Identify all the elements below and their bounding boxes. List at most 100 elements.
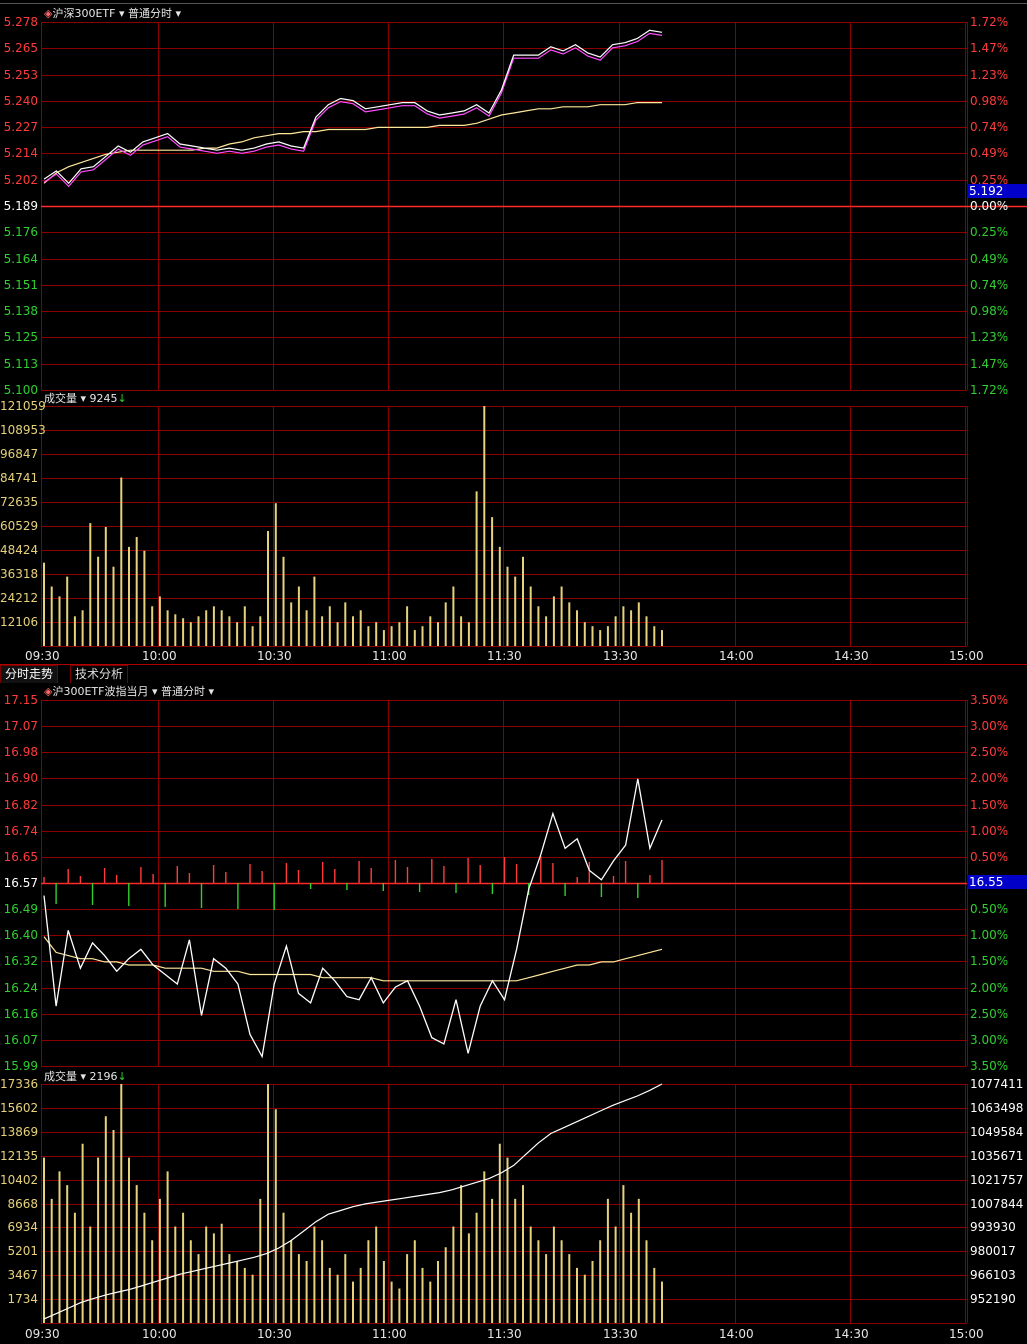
tab-technical[interactable]: 技术分析	[70, 665, 129, 683]
open-interest-label: 1077411	[970, 1077, 1024, 1091]
top-pct-label: 0.74%	[970, 120, 1009, 134]
bottom-time-label: 15:00	[949, 1327, 984, 1341]
top-volume-label: 12106	[0, 615, 39, 629]
bottom-price-label: 17.15	[3, 693, 38, 707]
bottom-time-label: 14:00	[719, 1327, 754, 1341]
top-pct-label: 1.23%	[970, 330, 1009, 344]
bottom-pct-label: 2.00%	[970, 981, 1009, 995]
top-volume-title: 成交量	[44, 392, 77, 405]
open-interest-label: 1007844	[970, 1197, 1024, 1211]
top-volume-label: 72635	[0, 495, 39, 509]
top-price-label: 5.189	[3, 199, 38, 213]
top-pct-label: 1.23%	[970, 68, 1009, 82]
top-volume-label: 108953	[0, 423, 46, 437]
top-panel-header[interactable]: ◈沪深300ETF ▾ 普通分时 ▾	[44, 8, 181, 20]
top-pct-label: 0.25%	[970, 173, 1009, 187]
top-mode[interactable]: 普通分时	[127, 7, 172, 20]
top-price-label: 5.138	[3, 304, 38, 318]
diamond-icon: ◈	[44, 7, 53, 20]
top-volume-value: 9245	[89, 392, 118, 405]
bottom-volume-label: 3467	[7, 1268, 38, 1282]
top-pct-label: 0.25%	[970, 225, 1009, 239]
bottom-price-label: 16.74	[3, 824, 38, 838]
bottom-pct-label: 2.00%	[970, 771, 1009, 785]
bottom-price-label: 16.16	[3, 1007, 38, 1021]
bottom-pct-label: 3.50%	[970, 1059, 1009, 1073]
chevron-down-icon: ▾	[171, 7, 182, 20]
top-volume-label: 121059	[0, 399, 46, 413]
bottom-volume-label: 5201	[7, 1244, 38, 1258]
open-interest-label: 993930	[970, 1220, 1016, 1234]
top-volume-label: 84741	[0, 471, 39, 485]
chevron-down-icon: ▾	[77, 392, 90, 405]
top-price-label: 5.265	[3, 41, 38, 55]
open-interest-label: 1049584	[970, 1125, 1024, 1139]
bottom-panel-header[interactable]: ◈沪300ETF波指当月 ▾ 普通分时 ▾	[44, 686, 214, 698]
bottom-volume-label: 17336	[0, 1077, 39, 1091]
top-time-label: 13:30	[603, 649, 638, 663]
chevron-down-icon: ▾	[204, 685, 215, 698]
tab-intraday[interactable]: 分时走势	[0, 665, 59, 683]
top-price-label: 5.202	[3, 173, 38, 187]
open-interest-line	[43, 1083, 663, 1320]
bottom-time-label: 13:30	[603, 1327, 638, 1341]
bottom-time-label: 09:30	[25, 1327, 60, 1341]
top-price-label: 5.100	[3, 383, 38, 397]
top-price-label: 5.253	[3, 68, 38, 82]
bottom-price-label: 16.90	[3, 771, 38, 785]
top-time-label: 10:00	[142, 649, 177, 663]
top-pct-label: 1.47%	[970, 41, 1009, 55]
top-volume-label: 36318	[0, 567, 39, 581]
bottom-price-label: 16.65	[3, 850, 38, 864]
bottom-time-label: 11:30	[487, 1327, 522, 1341]
top-price-label: 5.227	[3, 120, 38, 134]
top-volume-header[interactable]: 成交量 ▾ 9245↓	[44, 393, 127, 405]
bottom-volume-label: 6934	[7, 1220, 38, 1234]
top-pct-label: 0.98%	[970, 94, 1009, 108]
bottom-price-label: 16.57	[3, 876, 38, 890]
top-price-label: 5.240	[3, 94, 38, 108]
open-interest-label: 966103	[970, 1268, 1016, 1282]
top-price-label: 5.113	[3, 357, 38, 371]
top-pct-label: 1.47%	[970, 357, 1009, 371]
bottom-pct-label: 0.50%	[970, 850, 1009, 864]
top-price-line	[43, 29, 663, 185]
chevron-down-icon: ▾	[77, 1070, 90, 1083]
bottom-time-label: 10:00	[142, 1327, 177, 1341]
bottom-price-label: 16.07	[3, 1033, 38, 1047]
top-pct-label: 1.72%	[970, 383, 1009, 397]
top-time-label: 09:30	[25, 649, 60, 663]
bottom-pct-label: 3.50%	[970, 693, 1009, 707]
bottom-pct-label: 1.00%	[970, 928, 1009, 942]
top-current-price-tag: 5.192	[967, 184, 1027, 198]
down-arrow-icon: ↓	[117, 1070, 127, 1083]
bottom-volume-title: 成交量	[44, 1070, 77, 1083]
bottom-pct-label: 1.00%	[970, 824, 1009, 838]
bottom-time-label: 10:30	[257, 1327, 292, 1341]
chevron-down-icon: ▾	[148, 685, 161, 698]
chevron-down-icon: ▾	[115, 7, 128, 20]
bottom-mode[interactable]: 普通分时	[160, 685, 205, 698]
bottom-volume-value: 2196	[89, 1070, 118, 1083]
top-time-label: 14:00	[719, 649, 754, 663]
top-time-label: 11:00	[372, 649, 407, 663]
top-pct-label: 1.72%	[970, 15, 1009, 29]
top-avg-line	[43, 101, 662, 184]
bottom-pct-label: 2.50%	[970, 745, 1009, 759]
top-price-label: 5.164	[3, 252, 38, 266]
top-time-label: 10:30	[257, 649, 292, 663]
bottom-pct-label: 3.00%	[970, 719, 1009, 733]
open-interest-label: 980017	[970, 1244, 1016, 1258]
bottom-pct-label: 1.50%	[970, 954, 1009, 968]
bottom-time-label: 11:00	[372, 1327, 407, 1341]
bottom-pct-label: 2.50%	[970, 1007, 1009, 1021]
top-time-label: 14:30	[834, 649, 869, 663]
bottom-volume-label: 13869	[0, 1125, 39, 1139]
top-volume-label: 96847	[0, 447, 39, 461]
top-price-label: 5.125	[3, 330, 38, 344]
open-interest-label: 1063498	[970, 1101, 1024, 1115]
top-volume-label: 60529	[0, 519, 39, 533]
bottom-volume-header[interactable]: 成交量 ▾ 2196↓	[44, 1071, 127, 1083]
